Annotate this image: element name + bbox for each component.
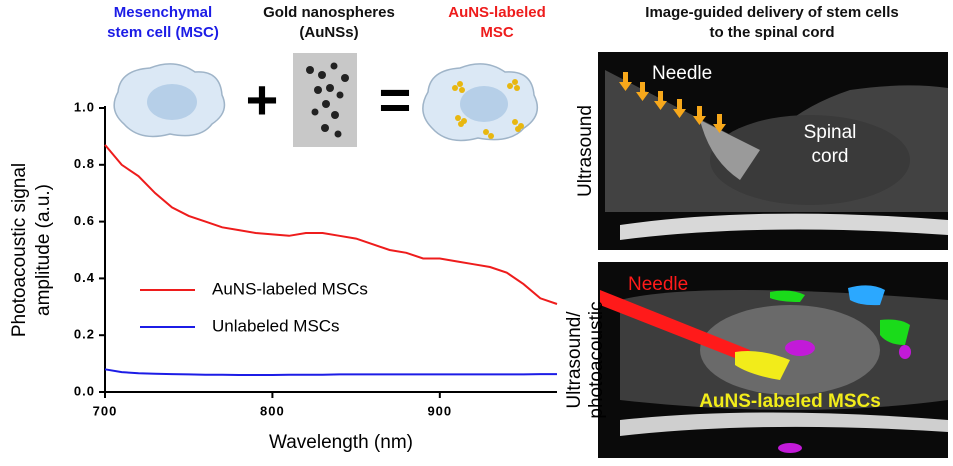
panel-label: Ultrasound/ bbox=[564, 311, 585, 409]
cell-caption: Mesenchymal bbox=[114, 4, 212, 21]
labeled-caption: MSC bbox=[480, 24, 514, 41]
tem-image bbox=[293, 53, 357, 147]
y-tick-label: 0.6 bbox=[74, 213, 95, 228]
x-tick-label: 800 bbox=[260, 403, 285, 418]
x-tick-label: 700 bbox=[93, 403, 118, 418]
nanosphere-caption: Gold nanospheres bbox=[263, 4, 395, 21]
plus-sign: + bbox=[246, 68, 279, 131]
needle-label: Needle bbox=[628, 274, 688, 295]
y-tick-label: 0.0 bbox=[74, 383, 95, 398]
images-title: to the spinal cord bbox=[709, 24, 834, 41]
series-line bbox=[104, 368, 557, 376]
panel-label: photoacoustic bbox=[586, 301, 607, 418]
cord-label: Spinal bbox=[804, 122, 857, 143]
labeled-caption: AuNS-labeled bbox=[448, 4, 546, 21]
photoacoustic-image bbox=[598, 262, 948, 458]
x-axis-label: Wavelength (nm) bbox=[269, 432, 413, 453]
needle-label: Needle bbox=[652, 63, 712, 84]
cord-label: cord bbox=[812, 146, 849, 167]
nanosphere-caption: (AuNSs) bbox=[299, 24, 358, 41]
images-title: Image-guided delivery of stem cells bbox=[645, 4, 898, 21]
cell-caption: stem cell (MSC) bbox=[107, 24, 219, 41]
legend-label: Unlabeled MSCs bbox=[212, 316, 340, 335]
cell-illustration bbox=[113, 63, 226, 138]
y-tick-label: 0.4 bbox=[74, 270, 95, 285]
labeled-cell-illustration bbox=[422, 63, 539, 142]
equals-sign: = bbox=[379, 68, 412, 131]
y-tick-label: 1.0 bbox=[74, 99, 95, 114]
x-tick-label: 900 bbox=[427, 403, 452, 418]
legend-label: AuNS-labeled MSCs bbox=[212, 279, 368, 298]
y-axis-label: amplitude (a.u.) bbox=[33, 184, 54, 316]
cells-label: AuNS-labeled MSCs bbox=[699, 391, 881, 412]
y-tick-label: 0.8 bbox=[74, 156, 95, 171]
y-axis-label: Photoacoustic signal bbox=[9, 163, 30, 337]
series-line bbox=[104, 144, 558, 305]
ultrasound-image bbox=[598, 52, 948, 250]
panel-label: Ultrasound bbox=[575, 105, 596, 197]
y-tick-label: 0.2 bbox=[74, 327, 95, 342]
